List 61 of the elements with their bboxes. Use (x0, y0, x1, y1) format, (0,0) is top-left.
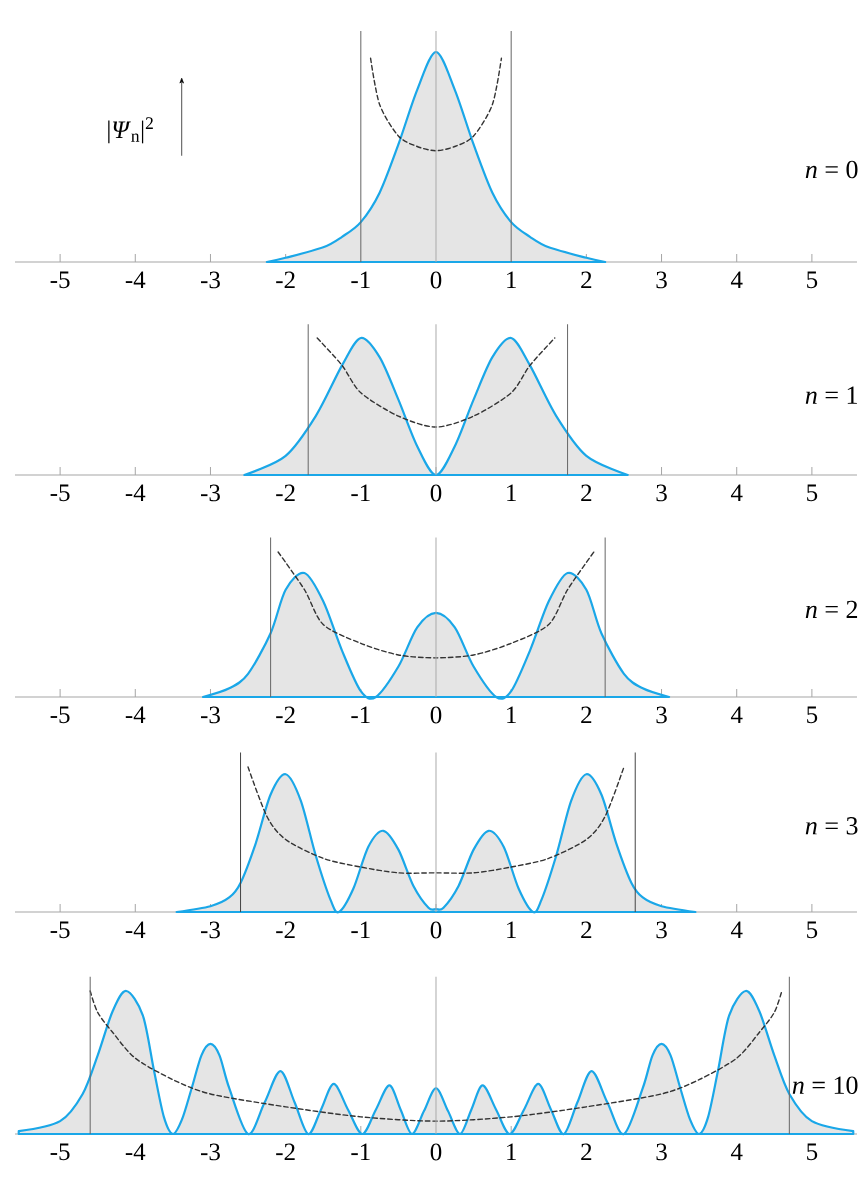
x-tick-label: -1 (351, 1143, 370, 1161)
x-tick-label: 2 (581, 706, 592, 724)
x-tick-label: -3 (200, 271, 220, 289)
x-tick-label: -3 (200, 706, 220, 724)
x-tick-label: 5 (807, 484, 818, 502)
x-tick-label: -2 (276, 921, 295, 939)
x-tick-label: 1 (507, 706, 516, 724)
x-tick-label: -4 (125, 271, 146, 288)
x-tick-label: -1 (351, 706, 370, 724)
x-tick-label: -2 (276, 484, 295, 502)
x-tick-label: 1 (507, 271, 516, 289)
x-tick-label: -4 (125, 706, 146, 723)
x-tick-label: 1 (507, 484, 516, 502)
annotation: n = 2 (805, 600, 858, 618)
x-tick-label: 4 (730, 1143, 743, 1160)
x-tick-label: 1 (507, 921, 516, 939)
x-tick-label: 3 (656, 1143, 667, 1161)
x-tick-label: -2 (276, 1143, 295, 1161)
x-tick-label: -1 (351, 271, 370, 289)
x-tick-label: 0 (430, 271, 442, 289)
x-tick-label: 5 (807, 271, 818, 289)
x-tick-label: -5 (50, 271, 70, 289)
x-tick-label: 0 (430, 706, 442, 724)
x-tick-label: 4 (730, 921, 743, 938)
x-tick-label: 3 (656, 271, 667, 289)
x-tick-label: -4 (125, 1143, 146, 1160)
annotation: n = 10 (792, 1076, 858, 1094)
x-tick-label: -3 (200, 484, 220, 502)
x-tick-label: 0 (430, 921, 442, 939)
y-axis-title: |Ψ$_{n}$|$^{2}$ (108, 117, 153, 144)
x-tick-label: -3 (200, 921, 220, 939)
x-tick-label: -5 (50, 921, 70, 939)
x-tick-label: -2 (276, 706, 295, 724)
x-tick-label: -4 (125, 484, 146, 501)
x-tick-label: 1 (507, 1143, 516, 1161)
x-tick-label: 2 (581, 921, 592, 939)
x-tick-label: 3 (656, 706, 667, 724)
x-tick-label: 3 (656, 484, 667, 502)
x-tick-label: 4 (730, 706, 743, 723)
x-tick-label: 4 (730, 484, 743, 501)
x-tick-label: 2 (581, 484, 592, 502)
x-tick-label: 4 (730, 271, 743, 288)
x-tick-label: -5 (50, 484, 70, 502)
x-tick-label: 5 (807, 706, 818, 724)
x-tick-label: -5 (50, 706, 70, 724)
x-tick-label: 3 (656, 921, 667, 939)
x-tick-label: 5 (807, 921, 818, 939)
x-tick-label: 2 (581, 271, 592, 289)
annotation: n = 3 (805, 817, 858, 835)
x-tick-label: -3 (200, 1143, 220, 1161)
annotation: n = 0 (805, 160, 858, 179)
x-tick-label: -1 (351, 921, 370, 939)
x-tick-label: 0 (430, 1143, 442, 1161)
x-tick-label: 2 (581, 1143, 592, 1161)
x-tick-label: 5 (807, 1143, 818, 1161)
x-tick-label: -1 (351, 484, 370, 502)
x-tick-label: 0 (430, 484, 442, 502)
x-tick-label: -2 (276, 271, 295, 289)
x-tick-label: -4 (125, 921, 146, 938)
annotation: n = 1 (805, 386, 857, 404)
x-tick-label: -5 (50, 1143, 70, 1161)
